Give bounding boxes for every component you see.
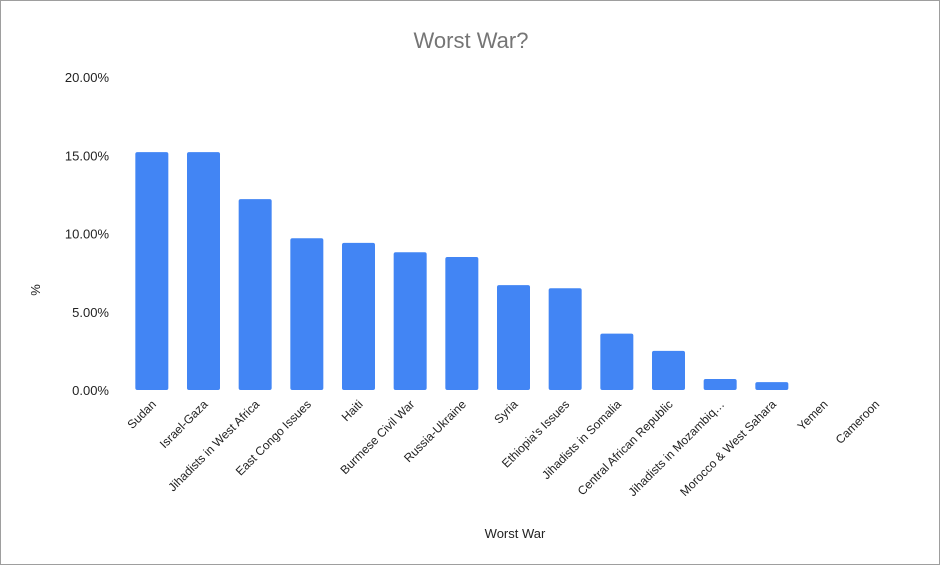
bar[interactable] [342, 242, 375, 390]
bar[interactable] [187, 152, 220, 390]
x-tick-label: Morocco & West Sahara [677, 397, 779, 499]
y-axis-label: % [28, 284, 43, 296]
y-tick-label: 5.00% [72, 305, 109, 320]
x-tick-label: Jihadists in Mozambiq… [625, 397, 727, 499]
bar[interactable] [548, 288, 582, 390]
x-tick-label: Jihadists in West Africa [165, 397, 262, 494]
y-tick-label: 15.00% [65, 148, 110, 163]
bar[interactable] [393, 252, 427, 390]
x-tick-label: Israel-Gaza [157, 397, 211, 451]
x-tick-label: Yemen [795, 397, 831, 433]
x-tick-label: Sudan [125, 397, 159, 431]
bar[interactable] [755, 382, 789, 390]
bar[interactable] [600, 333, 634, 390]
bar[interactable] [290, 238, 324, 390]
bar[interactable] [652, 350, 685, 390]
bars [135, 152, 789, 390]
x-tick-label: Central African Republic [575, 397, 676, 498]
bar[interactable] [238, 199, 272, 390]
y-axis-ticks: 0.00% 5.00% 10.00% 15.00% 20.00% [65, 70, 110, 398]
bar[interactable] [703, 379, 737, 390]
x-tick-label: Syria [491, 397, 520, 426]
y-tick-label: 0.00% [72, 383, 109, 398]
chart-title: Worst War? [414, 28, 529, 53]
bar[interactable] [445, 256, 479, 390]
y-tick-label: 10.00% [65, 227, 110, 242]
x-axis-label: Worst War [485, 526, 546, 541]
bar[interactable] [135, 152, 169, 390]
x-tick-label: Cameroon [833, 397, 883, 447]
bar[interactable] [497, 285, 530, 390]
y-tick-label: 20.00% [65, 70, 110, 85]
x-tick-label: Haiti [339, 397, 366, 424]
